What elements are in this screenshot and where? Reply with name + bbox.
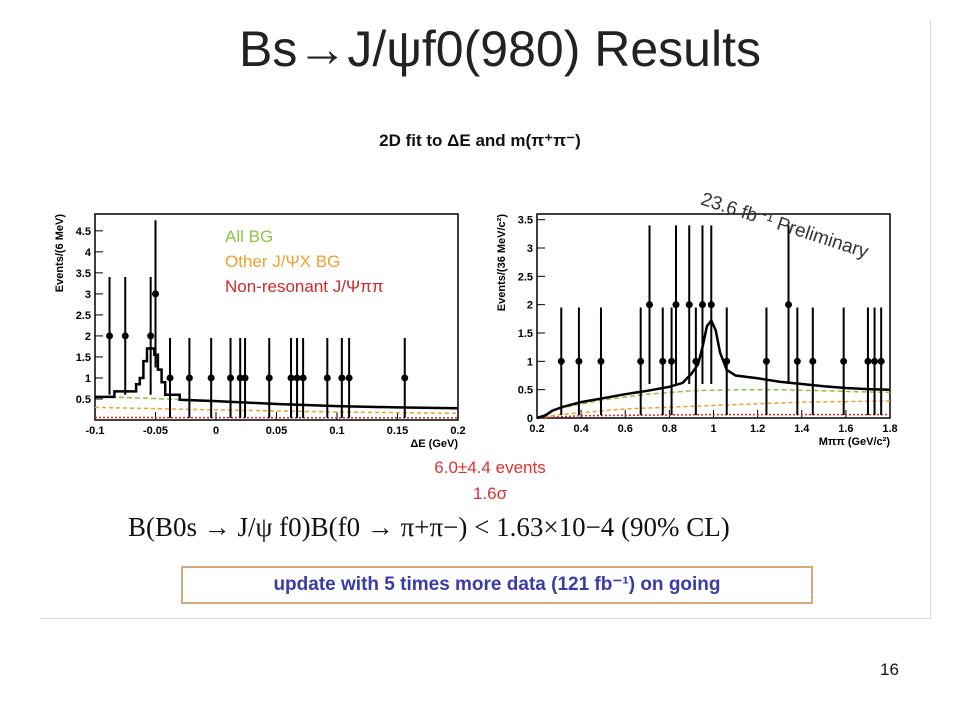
right-data-point	[557, 357, 565, 365]
right-ytick-label: 1.5	[518, 328, 533, 340]
slide-title: Bs→J/ψf0(980) Results	[0, 20, 960, 78]
right-data-point	[840, 357, 848, 365]
right-data-point	[707, 301, 715, 309]
right-ylabel: Events/(36 MeV/c²)	[496, 214, 508, 312]
left-data-point	[207, 374, 215, 382]
branching-fraction-formula: B(B0s → J/ψ f0)B(f0 → π+π−) < 1.63×10−4 …	[128, 512, 730, 543]
left-data-point	[287, 374, 295, 382]
right-ytick-label: 0.5	[518, 385, 533, 397]
right-xtick-label: 0.2	[529, 423, 544, 435]
slide-title-text: Bs→J/ψf0(980) Results	[239, 21, 761, 77]
right-data-point	[864, 357, 872, 365]
right-ytick-label: 3	[527, 243, 533, 255]
left-data-point	[121, 332, 129, 340]
left-data-point	[106, 332, 114, 340]
left-xtick-label: 0.2	[450, 425, 465, 437]
left-data-point	[323, 374, 331, 382]
right-fit-nonresonant	[536, 413, 890, 419]
left-xtick-label: -0.1	[86, 425, 105, 437]
right-data-point	[698, 301, 706, 309]
right-xtick-label: 0.8	[662, 423, 677, 435]
right-data-point	[762, 357, 770, 365]
left-legend-entry: All BG	[225, 227, 273, 246]
right-data-point	[871, 357, 879, 365]
left-data-point	[293, 374, 301, 382]
left-legend-entry: Non-resonant J/Ψππ	[225, 277, 384, 296]
left-data-point	[299, 374, 307, 382]
left-ytick-label: 3.5	[76, 268, 91, 280]
left-data-point	[401, 374, 409, 382]
left-legend-entry: Other J/ΨX BG	[225, 252, 340, 271]
right-data-point	[692, 357, 700, 365]
right-data-point	[723, 357, 731, 365]
right-data-point	[575, 357, 583, 365]
right-data-point	[809, 357, 817, 365]
right-ytick-label: 1	[527, 356, 533, 368]
right-fit-all-bg	[536, 388, 891, 419]
left-data-point	[147, 332, 155, 340]
left-xtick-label: 0.05	[266, 425, 287, 437]
left-data-point	[152, 290, 159, 298]
left-ytick-label: 4.5	[76, 226, 91, 238]
left-xtick-label: 0	[213, 425, 219, 437]
right-data-point	[785, 301, 793, 309]
left-ytick-label: 2	[85, 331, 91, 343]
left-data-point	[338, 374, 346, 382]
right-xtick-label: 1.2	[750, 423, 765, 435]
left-ylabel: Events/(6 MeV)	[54, 214, 66, 293]
right-xlabel: Mππ (GeV/c²)	[819, 436, 891, 448]
left-data-point	[265, 374, 273, 382]
left-ytick-label: 0.5	[76, 394, 91, 406]
right-fit-other-jpsix	[536, 400, 891, 419]
right-xtick-label: 0.6	[618, 423, 633, 435]
left-xtick-label: 0.1	[329, 425, 344, 437]
left-data-point	[236, 374, 244, 382]
right-xtick-label: 1.8	[882, 423, 897, 435]
result-significance: 1.6σ	[472, 484, 508, 503]
right-ytick-label: 2.5	[518, 271, 533, 283]
slide-content	[40, 20, 931, 619]
right-data-point	[793, 357, 801, 365]
right-xtick-label: 0.4	[573, 423, 589, 435]
right-ytick-label: 2	[527, 300, 533, 312]
right-ytick-label: 0	[527, 413, 533, 425]
right-data-point	[685, 301, 693, 309]
left-xtick-label: 0.15	[387, 425, 408, 437]
right-data-point	[668, 357, 676, 365]
chart-subtitle: 2D fit to ΔE and m(π⁺π⁻)	[379, 131, 581, 150]
left-ytick-label: 2.5	[76, 310, 91, 322]
left-data-point	[227, 374, 235, 382]
right-ytick-label: 3.5	[518, 215, 533, 227]
right-data-point	[672, 301, 680, 309]
update-note: update with 5 times more data (121 fb⁻¹)…	[181, 566, 813, 604]
right-xtick-label: 1.4	[794, 423, 810, 435]
left-ytick-label: 1	[85, 373, 91, 385]
right-xtick-label: 1.6	[838, 423, 853, 435]
left-fit-other-jpsix	[94, 406, 459, 415]
right-data-point	[877, 357, 885, 365]
left-ytick-label: 4	[85, 247, 92, 259]
page-number: 16	[880, 660, 899, 679]
result-events: 6.0±4.4 events	[434, 458, 546, 477]
left-ytick-label: 1.5	[76, 352, 91, 364]
right-data-point	[637, 357, 645, 365]
right-data-point	[597, 357, 605, 365]
left-data-point	[241, 374, 249, 382]
left-xlabel: ΔE (GeV)	[410, 438, 458, 450]
left-ytick-label: 3	[85, 289, 91, 301]
formula-text: B(B0s → J/ψ f0)B(f0 → π+π−) < 1.63×10−4 …	[128, 512, 730, 542]
left-xtick-label: -0.05	[143, 425, 168, 437]
right-fit-total	[536, 318, 891, 420]
right-data-point	[659, 357, 667, 365]
right-data-point	[646, 301, 654, 309]
left-data-point	[166, 374, 174, 382]
left-data-point	[345, 374, 353, 382]
right-xtick-label: 1	[710, 423, 716, 435]
left-data-point	[185, 374, 193, 382]
